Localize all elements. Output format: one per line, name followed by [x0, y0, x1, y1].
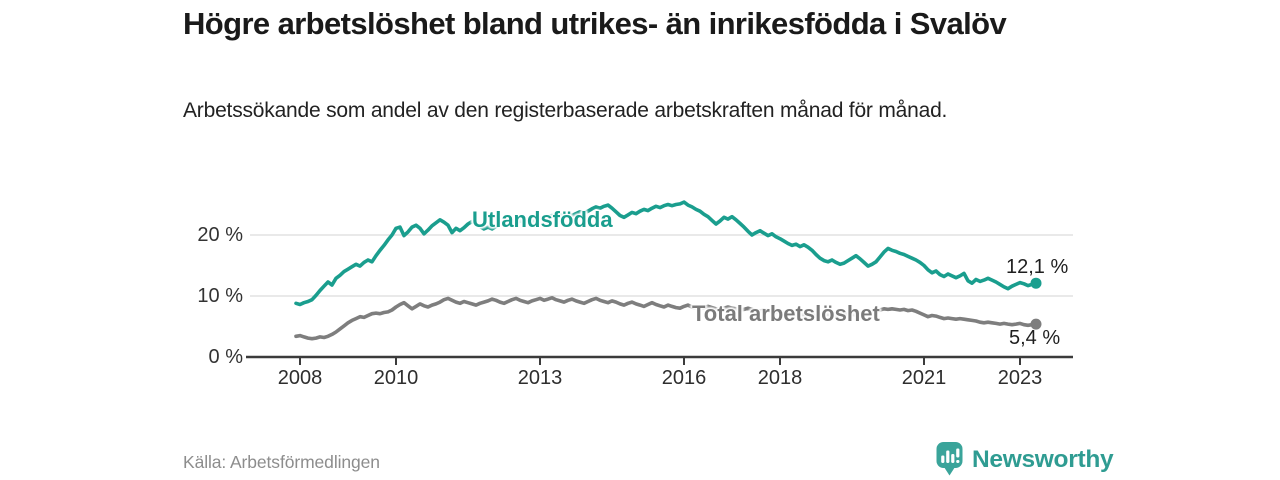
newsworthy-wordmark: Newsworthy	[972, 446, 1114, 473]
series-line-0	[294, 200, 1038, 307]
series-line-1	[294, 295, 1038, 341]
y-axis-label-20: 20 %	[197, 224, 243, 246]
end-value-label-utlandsfodda: 12,1 %	[1006, 256, 1069, 278]
newsworthy-logo: Newsworthy	[936, 441, 1114, 478]
x-axis-label-2016: 2016	[661, 367, 707, 389]
newsworthy-bar-chart-icon	[936, 442, 963, 476]
y-axis-label-10: 10 %	[197, 285, 243, 307]
x-axis-label-2008: 2008	[277, 367, 323, 389]
source-note: Källa: Arbetsförmedlingen	[183, 452, 380, 472]
x-axis-label-2013: 2013	[517, 367, 563, 389]
chart-title: Högre arbetslöshet bland utrikes- än inr…	[183, 6, 1007, 41]
x-axis-label-2018: 2018	[757, 367, 803, 389]
x-axis-label-2021: 2021	[901, 367, 947, 389]
series-label-total-arbetsloshet: Total arbetslöshet	[692, 301, 880, 326]
x-axis-label-2010: 2010	[373, 367, 419, 389]
end-dot-0	[1030, 277, 1042, 289]
chart-subtitle: Arbetssökande som andel av den registerb…	[183, 99, 948, 122]
x-axis-label-2023: 2023	[997, 367, 1043, 389]
series-label-utlandsfodda: Utlandsfödda	[472, 207, 613, 232]
y-axis-label-0: 0 %	[208, 346, 243, 368]
end-value-label-total-arbetsloshet: 5,4 %	[1009, 327, 1061, 349]
